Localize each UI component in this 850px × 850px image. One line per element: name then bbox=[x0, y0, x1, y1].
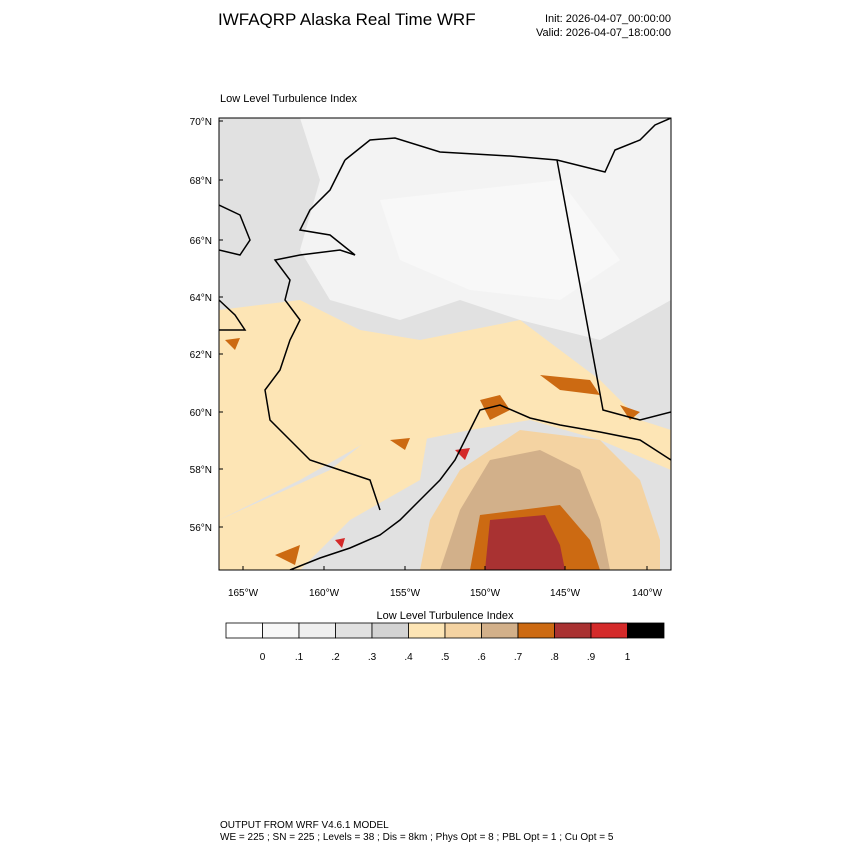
colorbar-label: .2 bbox=[331, 652, 340, 663]
colorbar-label: .1 bbox=[295, 652, 304, 663]
lon-label: 155°W bbox=[390, 588, 421, 599]
map-subtitle: Low Level Turbulence Index bbox=[220, 93, 357, 105]
map-frame bbox=[218, 117, 672, 571]
lon-label: 150°W bbox=[470, 588, 501, 599]
lon-label: 140°W bbox=[632, 588, 663, 599]
colorbar-box bbox=[371, 622, 409, 639]
colorbar-box bbox=[481, 622, 519, 639]
lat-label: 64°N bbox=[190, 293, 212, 304]
colorbar-label: 1 bbox=[625, 652, 631, 663]
colorbar-box bbox=[262, 622, 300, 639]
colorbar-box bbox=[590, 622, 628, 639]
init-time: Init: 2026-04-07_00:00:00 bbox=[545, 13, 671, 25]
colorbar-label: .5 bbox=[441, 652, 450, 663]
colorbar-box bbox=[408, 622, 446, 639]
colorbar-box bbox=[517, 622, 555, 639]
colorbar-label: .6 bbox=[477, 652, 486, 663]
footer-line: OUTPUT FROM WRF V4.6.1 MODEL bbox=[220, 820, 389, 831]
colorbar-title: Low Level Turbulence Index bbox=[377, 610, 514, 622]
colorbar-label: .4 bbox=[404, 652, 413, 663]
valid-time: Valid: 2026-04-07_18:00:00 bbox=[536, 27, 671, 39]
lat-label: 70°N bbox=[190, 117, 212, 128]
colorbar-box bbox=[627, 622, 665, 639]
colorbar-box bbox=[225, 622, 263, 639]
lat-label: 66°N bbox=[190, 236, 212, 247]
colorbar-box bbox=[335, 622, 373, 639]
colorbar-box bbox=[554, 622, 592, 639]
lon-label: 145°W bbox=[550, 588, 581, 599]
title: IWFAQRP Alaska Real Time WRF bbox=[218, 10, 476, 29]
lat-label: 56°N bbox=[190, 523, 212, 534]
lat-label: 68°N bbox=[190, 176, 212, 187]
colorbar-label: 0 bbox=[260, 652, 266, 663]
colorbar-box bbox=[298, 622, 336, 639]
lat-label: 58°N bbox=[190, 465, 212, 476]
colorbar-label: .3 bbox=[368, 652, 377, 663]
lat-label: 60°N bbox=[190, 408, 212, 419]
lon-label: 165°W bbox=[228, 588, 259, 599]
colorbar-label: .9 bbox=[587, 652, 596, 663]
map-field bbox=[219, 118, 671, 570]
colorbar-label: .7 bbox=[514, 652, 523, 663]
lat-label: 62°N bbox=[190, 350, 212, 361]
footer-line: WE = 225 ; SN = 225 ; Levels = 38 ; Dis … bbox=[220, 832, 614, 843]
lon-label: 160°W bbox=[309, 588, 340, 599]
colorbar-box bbox=[444, 622, 482, 639]
colorbar-label: .8 bbox=[550, 652, 559, 663]
